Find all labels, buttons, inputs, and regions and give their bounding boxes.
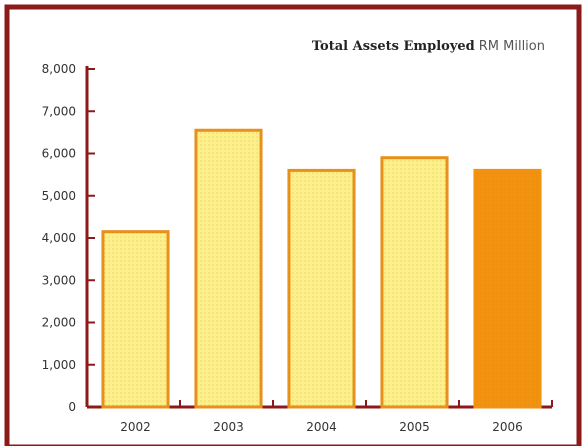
bar-texture (195, 130, 262, 407)
chart-title: Total Assets Employed RM Million (312, 39, 545, 54)
y-axis-ticks: 0 1,000 2,000 3,000 4,000 5,000 6,000 7,000 8,00… (42, 62, 95, 414)
y-tick-label: 1,000 (42, 358, 76, 372)
x-tick-label: 2004 (306, 420, 337, 434)
y-tick-label: 4,000 (42, 231, 76, 245)
y-tick-label: 6,000 (42, 147, 76, 161)
bars-group (101, 128, 542, 409)
x-tick-label: 2005 (399, 420, 430, 434)
bar-texture (102, 231, 169, 407)
y-tick-label: 2,000 (42, 316, 76, 330)
x-tick-label: 2006 (492, 420, 523, 434)
x-tick-label: 2002 (120, 420, 151, 434)
chart-title-unit: RM Million (479, 39, 545, 54)
y-tick-label: 7,000 (42, 104, 76, 118)
x-axis-ticks: 2002 2003 2004 2005 2006 (120, 400, 553, 434)
chart-title-main: Total Assets Employed (312, 39, 475, 54)
bar-texture (474, 170, 541, 407)
bar-texture (288, 170, 355, 407)
bar-texture (381, 157, 448, 407)
y-tick-label: 3,000 (42, 273, 76, 287)
x-tick-label: 2003 (213, 420, 244, 434)
y-tick-label: 8,000 (42, 62, 76, 76)
y-tick-label: 0 (68, 400, 76, 414)
y-tick-label: 5,000 (42, 189, 76, 203)
